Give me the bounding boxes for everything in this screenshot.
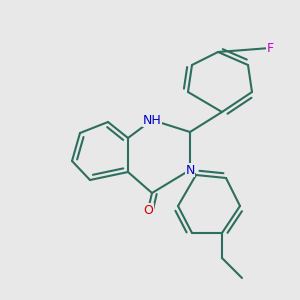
Text: NH: NH	[142, 113, 161, 127]
Text: O: O	[143, 203, 153, 217]
Text: N: N	[185, 164, 195, 176]
Text: F: F	[266, 41, 274, 55]
